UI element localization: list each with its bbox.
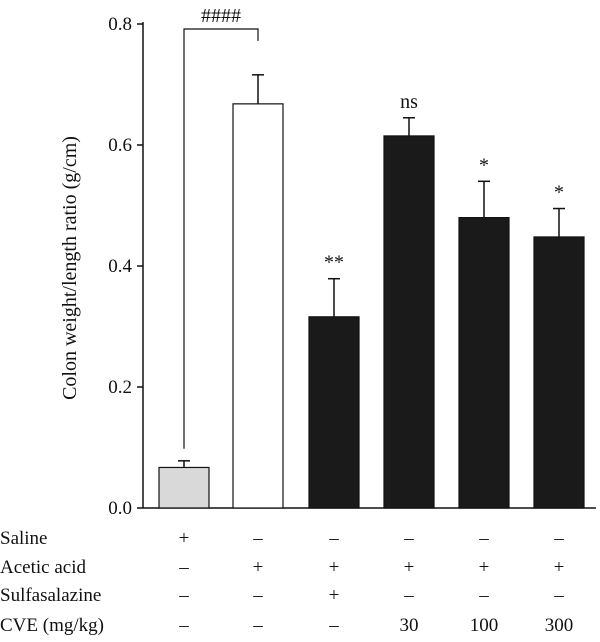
- y-tick-label: 0.0: [108, 498, 132, 519]
- y-axis-label: Colon weight/length ratio (g/cm): [59, 136, 81, 400]
- condition-value: –: [252, 615, 263, 636]
- condition-value: –: [252, 528, 263, 549]
- axes: 0.0 0.2 0.4 0.6 0.8: [108, 14, 596, 519]
- condition-value: –: [178, 615, 189, 636]
- bar: [458, 217, 510, 509]
- condition-value: 30: [400, 615, 419, 636]
- condition-row-label: Sulfasalazine: [0, 585, 101, 606]
- condition-value: –: [178, 557, 189, 578]
- significance-label: ns: [400, 91, 418, 113]
- bar: [383, 135, 435, 509]
- condition-value: –: [252, 585, 263, 606]
- condition-value: –: [553, 585, 564, 606]
- condition-value: +: [404, 557, 415, 578]
- condition-value: –: [328, 615, 339, 636]
- significance-bracket: ####: [183, 5, 259, 449]
- condition-value: +: [329, 585, 340, 606]
- condition-value: –: [403, 528, 414, 549]
- condition-row-label: Acetic acid: [0, 557, 86, 578]
- significance-label: *: [479, 154, 489, 176]
- bar: [533, 236, 585, 509]
- condition-value: +: [479, 557, 490, 578]
- bracket-line: [183, 28, 259, 449]
- condition-row-label: Saline: [0, 528, 48, 549]
- condition-value: +: [253, 557, 264, 578]
- condition-value: –: [178, 585, 189, 606]
- condition-value: 100: [470, 615, 499, 636]
- condition-table: Saline + – – – – – Acetic acid – + + + + + Sulfasalazi…: [0, 528, 573, 636]
- y-axis-label-group: Colon weight/length ratio (g/cm): [59, 136, 81, 400]
- y-tick-label: 0.4: [108, 256, 132, 277]
- y-tick-label: 0.8: [108, 14, 132, 35]
- condition-value: –: [328, 528, 339, 549]
- bar: [232, 103, 284, 509]
- condition-value: –: [553, 528, 564, 549]
- condition-value: +: [329, 557, 340, 578]
- condition-value: –: [403, 585, 414, 606]
- condition-value: +: [554, 557, 565, 578]
- bar: [158, 466, 210, 509]
- condition-value: –: [478, 585, 489, 606]
- condition-value: 300: [545, 615, 574, 636]
- significance-label: **: [324, 252, 344, 274]
- bars: **ns**: [158, 74, 585, 509]
- condition-value: –: [478, 528, 489, 549]
- y-tick-label: 0.2: [108, 377, 132, 398]
- condition-value: +: [179, 528, 190, 549]
- y-tick-label: 0.6: [108, 135, 132, 156]
- bar: [308, 316, 360, 509]
- significance-label: *: [554, 182, 564, 204]
- condition-row-label: CVE (mg/kg): [0, 615, 104, 636]
- bracket-label: ####: [201, 5, 241, 27]
